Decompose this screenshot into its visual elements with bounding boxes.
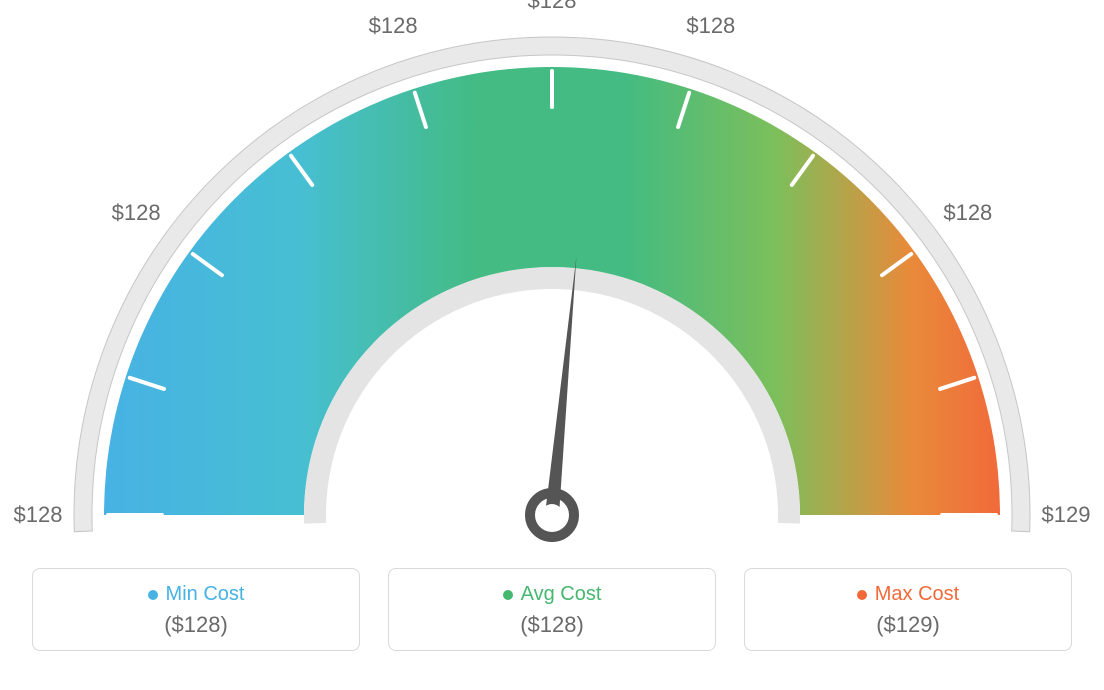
legend-label: Max Cost	[875, 583, 959, 606]
legend-label: Min Cost	[166, 583, 245, 606]
legend-value: ($128)	[41, 612, 351, 638]
dot-icon	[148, 590, 158, 600]
gauge-tick-label: $129	[1042, 502, 1091, 528]
legend-title-min: Min Cost	[148, 583, 245, 606]
legend-card-max: Max Cost ($129)	[744, 568, 1072, 651]
gauge-tick-label: $128	[686, 13, 735, 39]
legend-row: Min Cost ($128) Avg Cost ($128) Max Cost…	[0, 568, 1104, 651]
gauge-tick-label: $128	[14, 502, 63, 528]
legend-title-max: Max Cost	[857, 583, 959, 606]
gauge-tick-label: $128	[943, 200, 992, 226]
legend-value: ($129)	[753, 612, 1063, 638]
legend-card-min: Min Cost ($128)	[32, 568, 360, 651]
gauge-tick-label: $128	[112, 200, 161, 226]
dot-icon	[857, 590, 867, 600]
gauge-svg	[0, 0, 1104, 560]
legend-title-avg: Avg Cost	[503, 583, 602, 606]
legend-label: Avg Cost	[521, 583, 602, 606]
gauge-tick-label: $128	[528, 0, 577, 14]
legend-value: ($128)	[397, 612, 707, 638]
gauge-tick-label: $128	[369, 13, 418, 39]
dot-icon	[503, 590, 513, 600]
gauge-chart: $128 $128 $128 $128 $128 $128 $129	[0, 0, 1104, 560]
legend-card-avg: Avg Cost ($128)	[388, 568, 716, 651]
